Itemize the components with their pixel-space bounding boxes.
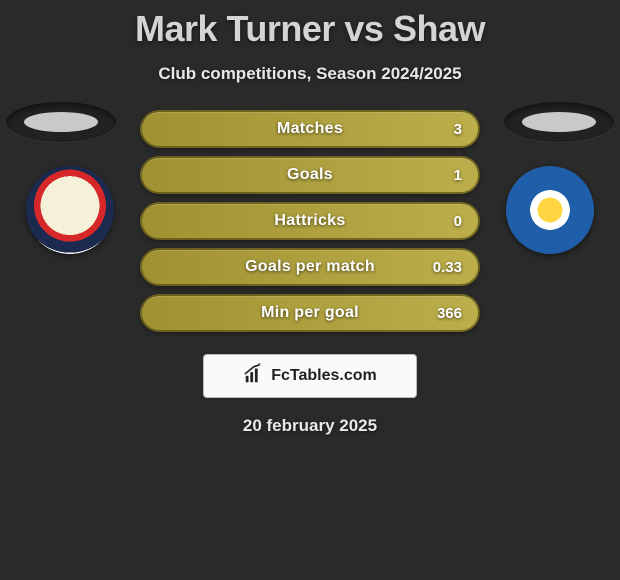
stat-row: Goals 1: [140, 156, 480, 194]
avatar-left-placeholder: [6, 102, 116, 142]
stat-label: Min per goal: [261, 304, 359, 322]
stat-label: Goals per match: [245, 258, 375, 276]
date-text: 20 february 2025: [0, 416, 620, 436]
main-panel: Matches 3 Goals 1 Hattricks 0 Goals per …: [0, 110, 620, 436]
avatar-right-placeholder: [504, 102, 614, 142]
page-title: Mark Turner vs Shaw: [0, 0, 620, 50]
club-crest-right: [506, 166, 594, 254]
chart-icon: [243, 363, 265, 390]
stat-value: 0: [454, 213, 462, 230]
stat-row: Hattricks 0: [140, 202, 480, 240]
stat-value: 0.33: [433, 259, 462, 276]
subtitle: Club competitions, Season 2024/2025: [0, 64, 620, 84]
stat-label: Hattricks: [274, 212, 345, 230]
stat-label: Matches: [277, 120, 343, 138]
stat-value: 366: [437, 305, 462, 322]
club-crest-left: [26, 166, 114, 254]
stat-row: Goals per match 0.33: [140, 248, 480, 286]
stat-row: Matches 3: [140, 110, 480, 148]
brand-badge[interactable]: FcTables.com: [203, 354, 417, 398]
stat-row: Min per goal 366: [140, 294, 480, 332]
stats-list: Matches 3 Goals 1 Hattricks 0 Goals per …: [140, 110, 480, 332]
stat-value: 1: [454, 167, 462, 184]
brand-text: FcTables.com: [271, 367, 377, 385]
stat-value: 3: [454, 121, 462, 138]
stat-label: Goals: [287, 166, 333, 184]
